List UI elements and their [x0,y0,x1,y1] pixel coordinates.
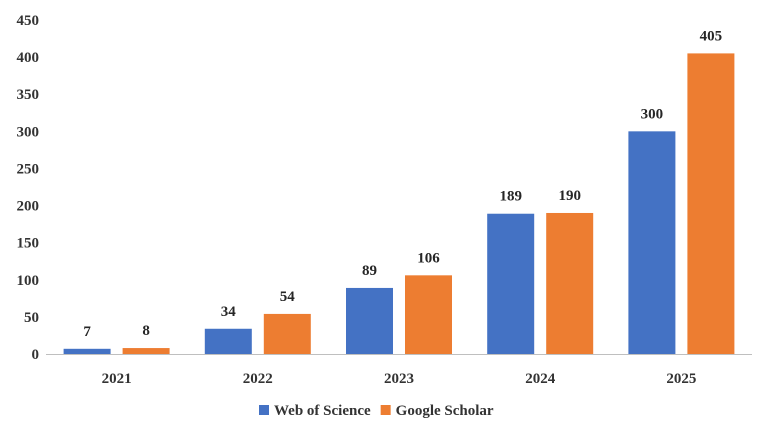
y-tick-label: 150 [17,236,40,252]
data-label: 34 [221,304,237,320]
bar-web-of-science-2022 [204,328,252,354]
data-label: 189 [499,189,522,205]
data-labels: 7 8 34 54 89 106 189 190 300 405 [83,28,722,339]
x-axis: 2021 2022 2023 2024 2025 [46,354,752,387]
data-label: 300 [641,106,664,122]
bar-google-scholar-2023 [405,275,452,354]
data-label: 190 [558,188,581,204]
legend: Web of Science Google Scholar [259,403,494,419]
y-tick-label: 300 [17,124,40,140]
legend-label: Google Scholar [396,403,494,419]
legend-swatch [380,405,391,415]
data-label: 106 [417,250,440,266]
bar-web-of-science-2025 [628,131,676,354]
y-axis: 0 50 100 150 200 250 300 350 400 450 [17,13,40,363]
data-label: 54 [280,289,296,305]
y-tick-label: 450 [17,13,40,29]
bar-web-of-science-2023 [346,287,393,354]
bar-web-of-science-2024 [487,213,535,354]
bars [63,53,735,355]
x-tick-label: 2025 [666,371,696,387]
bar-google-scholar-2022 [263,313,311,354]
legend-label: Web of Science [274,403,371,419]
x-tick-label: 2022 [243,371,273,387]
x-tick-label: 2023 [384,371,414,387]
bar-google-scholar-2021 [122,348,170,354]
data-label: 7 [83,324,91,340]
bar-google-scholar-2025 [687,53,735,355]
y-tick-label: 250 [17,161,40,177]
y-tick-label: 350 [17,87,40,103]
x-tick-label: 2021 [102,371,132,387]
legend-swatch [259,405,269,415]
y-tick-label: 0 [32,347,40,363]
data-label: 89 [362,263,377,279]
y-tick-label: 400 [17,50,40,66]
y-tick-label: 100 [17,273,40,289]
bar-web-of-science-2021 [63,348,111,354]
data-label: 8 [142,323,150,339]
x-tick-label: 2024 [525,371,556,387]
bar-google-scholar-2024 [546,212,594,354]
y-tick-label: 50 [24,310,39,326]
data-label: 405 [700,28,723,44]
y-tick-label: 200 [17,199,40,215]
